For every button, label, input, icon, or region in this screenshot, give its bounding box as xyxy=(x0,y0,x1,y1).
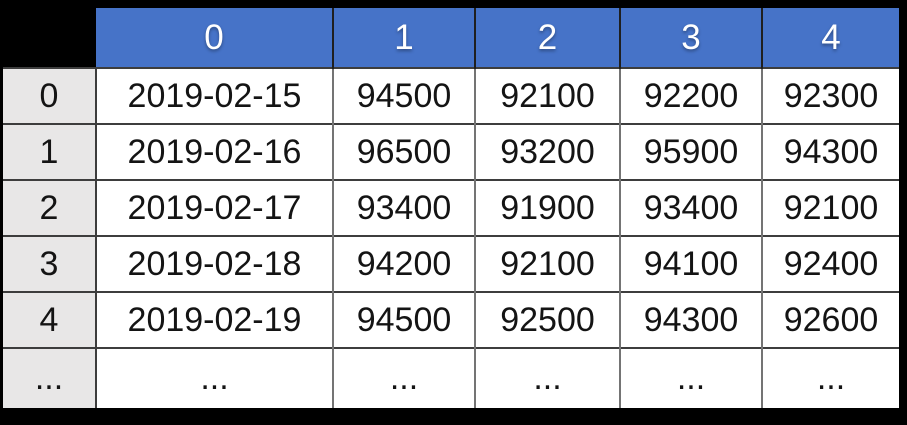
data-cell: 92100 xyxy=(474,67,620,124)
data-cell: 94100 xyxy=(619,235,762,292)
data-cell-ellipsis: ... xyxy=(95,347,333,408)
data-cell: 92200 xyxy=(619,67,762,124)
data-cell-ellipsis: ... xyxy=(474,347,620,408)
table-row: 3 2019-02-18 94200 92100 94100 92400 xyxy=(3,235,899,292)
data-cell: 93400 xyxy=(619,179,762,236)
data-cell: 92300 xyxy=(761,67,899,124)
row-index-cell: 0 xyxy=(3,67,96,124)
row-index-cell: 2 xyxy=(3,179,96,236)
column-header-2: 2 xyxy=(474,8,620,68)
data-cell-date: 2019-02-16 xyxy=(95,123,333,180)
data-cell: 96500 xyxy=(332,123,475,180)
data-cell: 93400 xyxy=(332,179,475,236)
row-index-cell: 1 xyxy=(3,123,96,180)
data-cell: 94500 xyxy=(332,291,475,348)
data-cell-date: 2019-02-15 xyxy=(95,67,333,124)
data-cell: 94300 xyxy=(761,123,899,180)
row-index-cell: 4 xyxy=(3,291,96,348)
table-row: 0 2019-02-15 94500 92100 92200 92300 xyxy=(3,67,899,124)
table-row: 4 2019-02-19 94500 92500 94300 92600 xyxy=(3,291,899,348)
data-cell: 93200 xyxy=(474,123,620,180)
data-cell-date: 2019-02-17 xyxy=(95,179,333,236)
row-index-cell: 3 xyxy=(3,235,96,292)
corner-cell xyxy=(3,8,96,68)
data-cell-date: 2019-02-18 xyxy=(95,235,333,292)
data-cell: 92100 xyxy=(474,235,620,292)
dataframe-table: 0 1 2 3 4 0 2019-02-15 94500 92100 92200… xyxy=(3,8,899,408)
data-cell-ellipsis: ... xyxy=(332,347,475,408)
column-header-1: 1 xyxy=(332,8,475,68)
data-cell: 92500 xyxy=(474,291,620,348)
row-index-cell: ... xyxy=(3,347,96,408)
data-cell-ellipsis: ... xyxy=(761,347,899,408)
table-row: 2 2019-02-17 93400 91900 93400 92100 xyxy=(3,179,899,236)
column-header-3: 3 xyxy=(619,8,762,68)
table-row: 1 2019-02-16 96500 93200 95900 94300 xyxy=(3,123,899,180)
data-cell: 94500 xyxy=(332,67,475,124)
data-cell: 91900 xyxy=(474,179,620,236)
data-cell: 94300 xyxy=(619,291,762,348)
data-cell: 94200 xyxy=(332,235,475,292)
data-cell: 95900 xyxy=(619,123,762,180)
column-header-0: 0 xyxy=(96,8,333,68)
column-header-4: 4 xyxy=(761,8,899,68)
data-cell-date: 2019-02-19 xyxy=(95,291,333,348)
data-cell: 92100 xyxy=(761,179,899,236)
table-row-ellipsis: ... ... ... ... ... ... xyxy=(3,347,899,408)
data-cell: 92400 xyxy=(761,235,899,292)
header-row: 0 1 2 3 4 xyxy=(3,8,899,68)
data-cell-ellipsis: ... xyxy=(619,347,762,408)
data-cell: 92600 xyxy=(761,291,899,348)
